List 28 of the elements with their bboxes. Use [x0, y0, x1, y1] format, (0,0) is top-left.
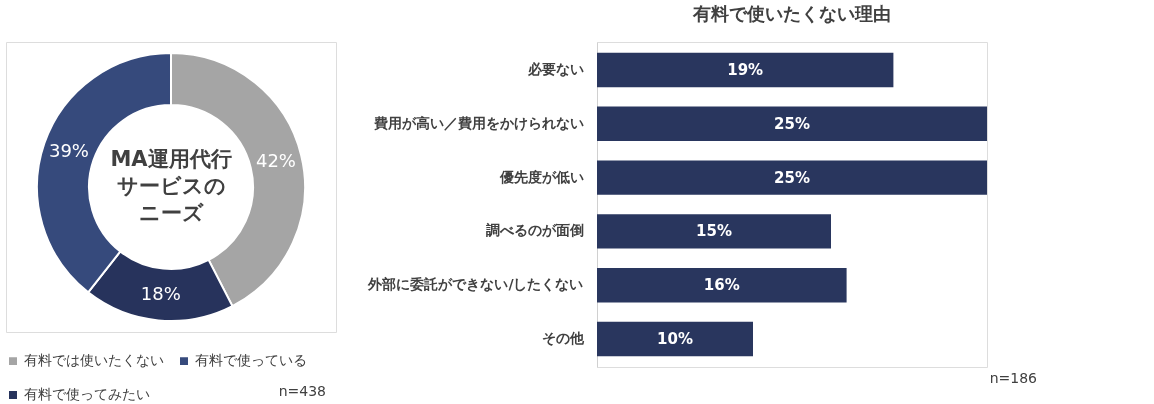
legend-label: 有料では使いたくない [24, 352, 164, 369]
y-tick-label: 費用が高い／費用をかけられない [372, 114, 584, 131]
data-label: 25% [774, 168, 810, 187]
bar [597, 321, 753, 357]
data-label: 25% [774, 114, 810, 133]
bar [597, 52, 894, 88]
bar [597, 160, 987, 195]
data-label: 10% [657, 330, 693, 349]
legend-label: 有料で使っている [195, 352, 307, 369]
y-tick-label: 必要ない [526, 60, 584, 77]
data-label: 39% [48, 139, 89, 161]
text: n=186 [989, 370, 1038, 386]
legend-label: 有料で使ってみたい [24, 386, 150, 402]
y-tick-label: 外部に委託ができない/したくない [367, 276, 584, 293]
y-tick-label: 優先度が低い [498, 168, 584, 185]
y-tick-label: 調べるのが面倒 [485, 222, 584, 239]
y-tick-label: その他 [541, 330, 585, 347]
bar [597, 267, 847, 303]
bar [597, 106, 987, 142]
data-label: 18% [140, 282, 181, 304]
text: MA運用代行サービスのニーズ [110, 147, 232, 225]
text: n=438 [278, 383, 326, 399]
data-label: 42% [255, 149, 296, 171]
bar [597, 214, 831, 249]
data-label: 15% [696, 222, 732, 241]
data-label: 16% [703, 276, 740, 295]
chart-title: 有料で使いたくない理由 [692, 3, 891, 24]
data-label: 19% [727, 60, 764, 79]
